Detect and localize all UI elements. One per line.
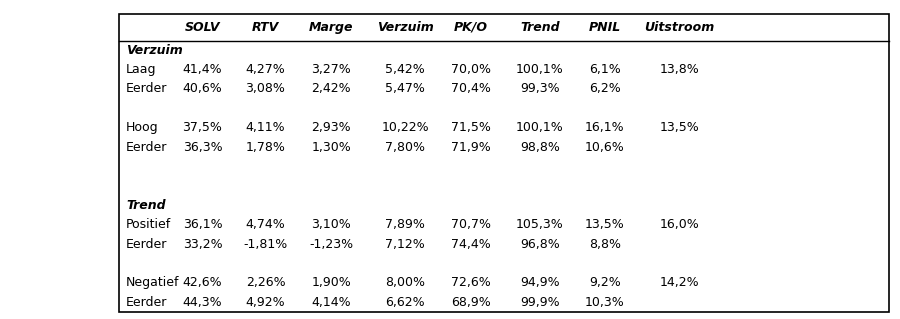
Text: 94,9%: 94,9% xyxy=(520,276,560,289)
Text: 6,1%: 6,1% xyxy=(589,63,621,76)
Text: 9,2%: 9,2% xyxy=(589,276,621,289)
Text: 13,5%: 13,5% xyxy=(660,121,699,134)
Text: Trend: Trend xyxy=(126,199,166,212)
Text: 10,22%: 10,22% xyxy=(382,121,428,134)
Text: 3,10%: 3,10% xyxy=(311,218,351,231)
Text: 96,8%: 96,8% xyxy=(520,238,560,251)
Text: 1,78%: 1,78% xyxy=(246,141,285,154)
Text: 13,5%: 13,5% xyxy=(585,218,625,231)
Text: 40,6%: 40,6% xyxy=(183,83,222,95)
Text: 7,89%: 7,89% xyxy=(385,218,425,231)
Text: 4,11%: 4,11% xyxy=(246,121,285,134)
Text: 105,3%: 105,3% xyxy=(516,218,564,231)
Text: SOLV: SOLV xyxy=(184,21,220,34)
Text: 7,80%: 7,80% xyxy=(385,141,425,154)
Text: 42,6%: 42,6% xyxy=(183,276,222,289)
Text: Eerder: Eerder xyxy=(126,296,167,309)
Text: 6,2%: 6,2% xyxy=(589,83,621,95)
Text: 1,30%: 1,30% xyxy=(311,141,351,154)
Text: 14,2%: 14,2% xyxy=(660,276,699,289)
Text: -1,81%: -1,81% xyxy=(243,238,288,251)
Text: 8,8%: 8,8% xyxy=(589,238,621,251)
Text: 1,90%: 1,90% xyxy=(311,276,351,289)
Text: 4,14%: 4,14% xyxy=(311,296,351,309)
Text: Verzuim: Verzuim xyxy=(126,44,183,57)
Text: Eerder: Eerder xyxy=(126,83,167,95)
Text: PNIL: PNIL xyxy=(589,21,621,34)
Text: 44,3%: 44,3% xyxy=(183,296,222,309)
Text: -1,23%: -1,23% xyxy=(309,238,354,251)
Text: 74,4%: 74,4% xyxy=(451,238,490,251)
Text: 98,8%: 98,8% xyxy=(520,141,560,154)
Text: 2,93%: 2,93% xyxy=(311,121,351,134)
Bar xyxy=(119,14,889,312)
Text: 2,26%: 2,26% xyxy=(246,276,285,289)
Text: 13,8%: 13,8% xyxy=(660,63,699,76)
Text: 70,0%: 70,0% xyxy=(451,63,490,76)
Text: 71,9%: 71,9% xyxy=(451,141,490,154)
Text: 6,62%: 6,62% xyxy=(385,296,425,309)
Text: Trend: Trend xyxy=(520,21,560,34)
Text: 100,1%: 100,1% xyxy=(516,121,564,134)
Text: Laag: Laag xyxy=(126,63,157,76)
Text: 68,9%: 68,9% xyxy=(451,296,490,309)
Text: Verzuim: Verzuim xyxy=(376,21,434,34)
Text: Eerder: Eerder xyxy=(126,238,167,251)
Text: RTV: RTV xyxy=(252,21,279,34)
Text: Negatief: Negatief xyxy=(126,276,179,289)
Text: 33,2%: 33,2% xyxy=(183,238,222,251)
Text: PK/O: PK/O xyxy=(454,21,488,34)
Text: 72,6%: 72,6% xyxy=(451,276,490,289)
Text: 41,4%: 41,4% xyxy=(183,63,222,76)
Text: 3,27%: 3,27% xyxy=(311,63,351,76)
Text: Hoog: Hoog xyxy=(126,121,158,134)
Text: 99,3%: 99,3% xyxy=(520,83,560,95)
Text: Uitstroom: Uitstroom xyxy=(644,21,715,34)
Text: 4,74%: 4,74% xyxy=(246,218,285,231)
Text: Eerder: Eerder xyxy=(126,141,167,154)
Text: 71,5%: 71,5% xyxy=(451,121,490,134)
Text: 70,7%: 70,7% xyxy=(451,218,490,231)
Text: 100,1%: 100,1% xyxy=(516,63,564,76)
Text: 99,9%: 99,9% xyxy=(520,296,560,309)
Text: Marge: Marge xyxy=(309,21,354,34)
Text: 4,27%: 4,27% xyxy=(246,63,285,76)
Text: 70,4%: 70,4% xyxy=(451,83,490,95)
Text: 10,3%: 10,3% xyxy=(585,296,625,309)
Text: 3,08%: 3,08% xyxy=(246,83,285,95)
Text: 5,47%: 5,47% xyxy=(385,83,425,95)
Text: 10,6%: 10,6% xyxy=(585,141,625,154)
Text: 5,42%: 5,42% xyxy=(385,63,425,76)
Text: 16,0%: 16,0% xyxy=(660,218,699,231)
Text: 37,5%: 37,5% xyxy=(183,121,222,134)
Text: 7,12%: 7,12% xyxy=(385,238,425,251)
Text: Positief: Positief xyxy=(126,218,171,231)
Text: 36,1%: 36,1% xyxy=(183,218,222,231)
Text: 36,3%: 36,3% xyxy=(183,141,222,154)
Text: 2,42%: 2,42% xyxy=(311,83,351,95)
Text: 8,00%: 8,00% xyxy=(385,276,425,289)
Text: 4,92%: 4,92% xyxy=(246,296,285,309)
Text: 16,1%: 16,1% xyxy=(585,121,625,134)
